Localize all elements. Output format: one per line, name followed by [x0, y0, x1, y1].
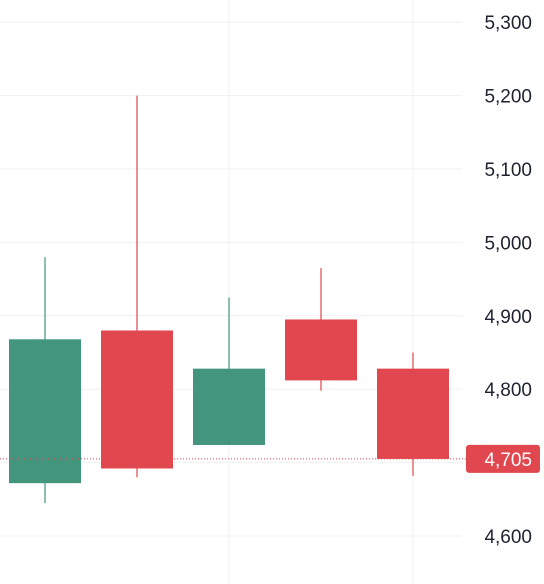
y-tick-label: 4,600 [484, 527, 532, 548]
candle [285, 268, 357, 391]
candle [9, 257, 81, 503]
y-tick-label: 5,000 [484, 233, 532, 254]
last-price-label: 4,705 [484, 450, 532, 471]
candle [193, 297, 265, 445]
y-tick-label: 4,900 [484, 307, 532, 328]
last-price-badge-background [466, 444, 540, 473]
candle-body [193, 368, 265, 445]
y-tick-label: 4,800 [484, 380, 532, 401]
last-price-badge: 4,705 [466, 444, 540, 473]
y-tick-label: 5,200 [484, 87, 532, 108]
y-tick-label: 5,300 [484, 13, 532, 34]
candle-body [377, 368, 449, 459]
candle-body [285, 319, 357, 381]
candle [101, 95, 173, 478]
candle-body [9, 339, 81, 484]
candle-body [101, 330, 173, 469]
grid [0, 0, 462, 584]
y-tick-label: 5,100 [484, 160, 532, 181]
candle [377, 352, 449, 476]
